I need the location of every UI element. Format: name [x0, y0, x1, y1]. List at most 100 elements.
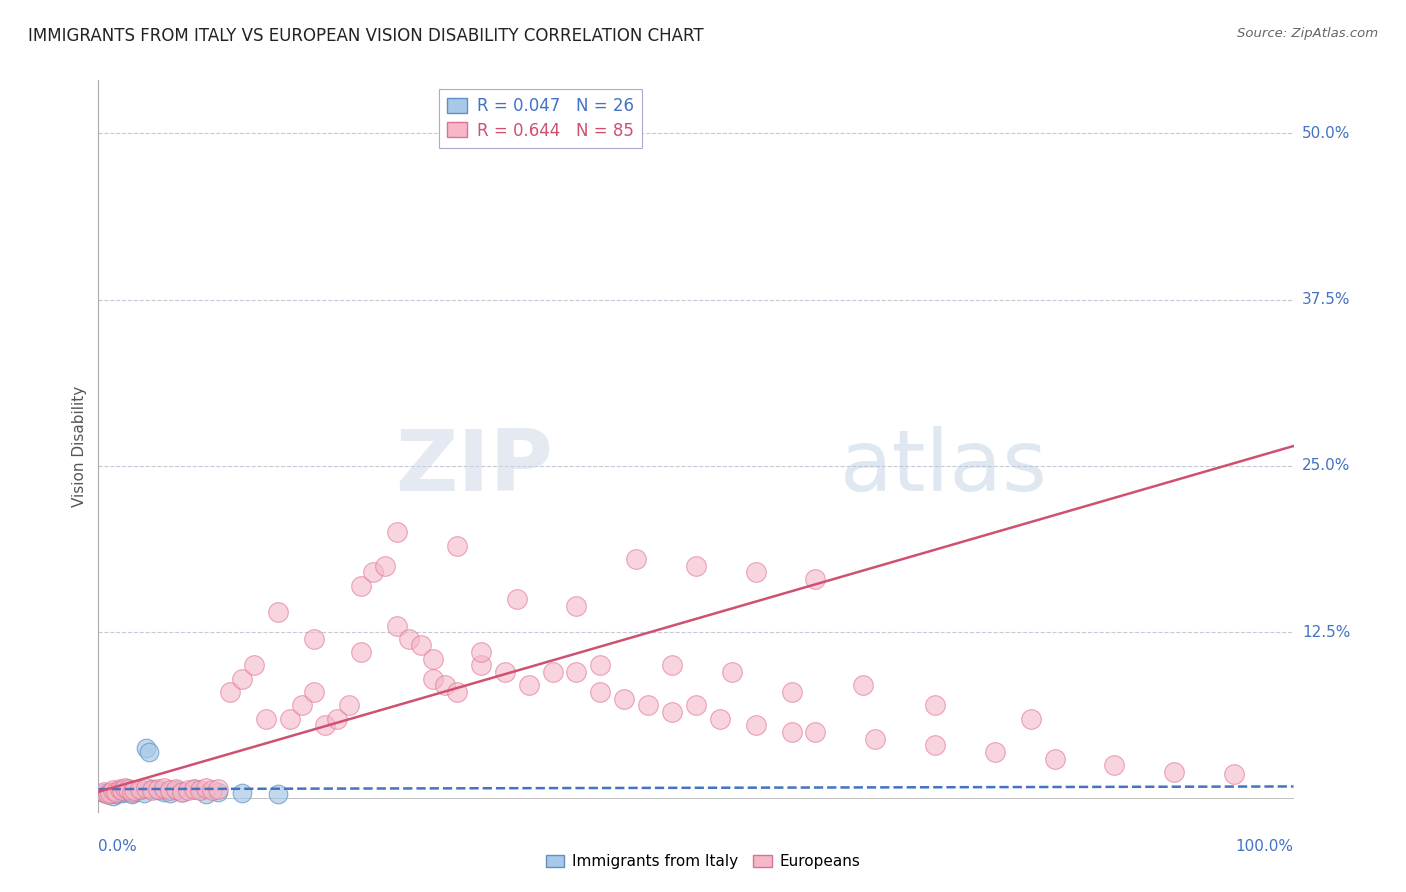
Point: [780, 685, 803, 699]
Point: [709, 712, 731, 726]
Point: [108, 782, 131, 797]
Point: [188, 783, 211, 797]
Point: [93, 785, 115, 799]
Point: [138, 745, 160, 759]
Point: [865, 731, 887, 746]
Point: [565, 599, 588, 613]
Point: [350, 645, 373, 659]
Point: [159, 783, 181, 797]
Point: [302, 685, 325, 699]
Point: [108, 783, 131, 797]
Point: [745, 718, 768, 732]
Point: [685, 698, 707, 713]
Point: [98, 785, 122, 799]
Point: [124, 785, 146, 799]
Point: [339, 698, 361, 713]
Point: [804, 725, 827, 739]
Point: [231, 672, 253, 686]
Legend: Immigrants from Italy, Europeans: Immigrants from Italy, Europeans: [540, 848, 866, 875]
Point: [141, 782, 163, 797]
Text: 25.0%: 25.0%: [1302, 458, 1350, 474]
Point: [1019, 712, 1042, 726]
Point: [219, 685, 242, 699]
Point: [207, 785, 229, 799]
Point: [153, 785, 176, 799]
Point: [804, 572, 827, 586]
Point: [685, 558, 707, 573]
Text: atlas: atlas: [839, 426, 1047, 509]
Point: [589, 685, 612, 699]
Point: [278, 712, 301, 726]
Point: [105, 788, 128, 802]
Point: [291, 698, 314, 713]
Point: [114, 785, 136, 799]
Point: [422, 652, 444, 666]
Point: [1163, 764, 1185, 779]
Text: IMMIGRANTS FROM ITALY VS EUROPEAN VISION DISABILITY CORRELATION CHART: IMMIGRANTS FROM ITALY VS EUROPEAN VISION…: [28, 27, 704, 45]
Point: [177, 783, 200, 797]
Point: [661, 658, 683, 673]
Text: 12.5%: 12.5%: [1302, 624, 1350, 640]
Point: [494, 665, 516, 679]
Text: 0.0%: 0.0%: [98, 839, 138, 855]
Point: [207, 782, 229, 797]
Point: [470, 658, 492, 673]
Text: 50.0%: 50.0%: [1302, 126, 1350, 141]
Point: [254, 712, 277, 726]
Point: [172, 785, 194, 799]
Y-axis label: Vision Disability: Vision Disability: [72, 385, 87, 507]
Text: ZIP: ZIP: [395, 426, 553, 509]
Point: [183, 782, 205, 797]
Point: [852, 678, 875, 692]
Legend: R = 0.047   N = 26, R = 0.644   N = 85: R = 0.047 N = 26, R = 0.644 N = 85: [439, 88, 643, 148]
Point: [135, 780, 157, 795]
Point: [231, 786, 253, 800]
Point: [101, 783, 124, 797]
Point: [124, 783, 146, 797]
Point: [434, 678, 457, 692]
Point: [159, 786, 181, 800]
Point: [398, 632, 420, 646]
Point: [385, 618, 409, 632]
Text: 37.5%: 37.5%: [1302, 293, 1350, 307]
Point: [165, 782, 187, 797]
Point: [129, 783, 152, 797]
Point: [267, 788, 290, 802]
Point: [121, 788, 143, 802]
Point: [111, 786, 134, 800]
Point: [506, 591, 529, 606]
Point: [924, 738, 946, 752]
Point: [422, 672, 444, 686]
Point: [114, 780, 136, 795]
Point: [141, 783, 163, 797]
Point: [363, 566, 385, 580]
Point: [183, 782, 205, 797]
Point: [101, 789, 124, 803]
Point: [517, 678, 540, 692]
Point: [541, 665, 564, 679]
Point: [745, 566, 768, 580]
Point: [350, 579, 373, 593]
Point: [446, 539, 468, 553]
Point: [117, 782, 139, 797]
Point: [132, 786, 155, 800]
Point: [165, 783, 187, 797]
Point: [613, 691, 636, 706]
Point: [121, 785, 143, 799]
Point: [267, 605, 290, 619]
Point: [984, 745, 1007, 759]
Point: [721, 665, 744, 679]
Point: [243, 658, 266, 673]
Point: [302, 632, 325, 646]
Point: [172, 785, 194, 799]
Point: [470, 645, 492, 659]
Point: [924, 698, 946, 713]
Point: [93, 786, 115, 800]
Point: [105, 785, 128, 799]
Point: [661, 705, 683, 719]
Point: [1043, 751, 1066, 765]
Point: [446, 685, 468, 699]
Point: [195, 780, 218, 795]
Point: [1223, 767, 1246, 781]
Point: [153, 780, 176, 795]
